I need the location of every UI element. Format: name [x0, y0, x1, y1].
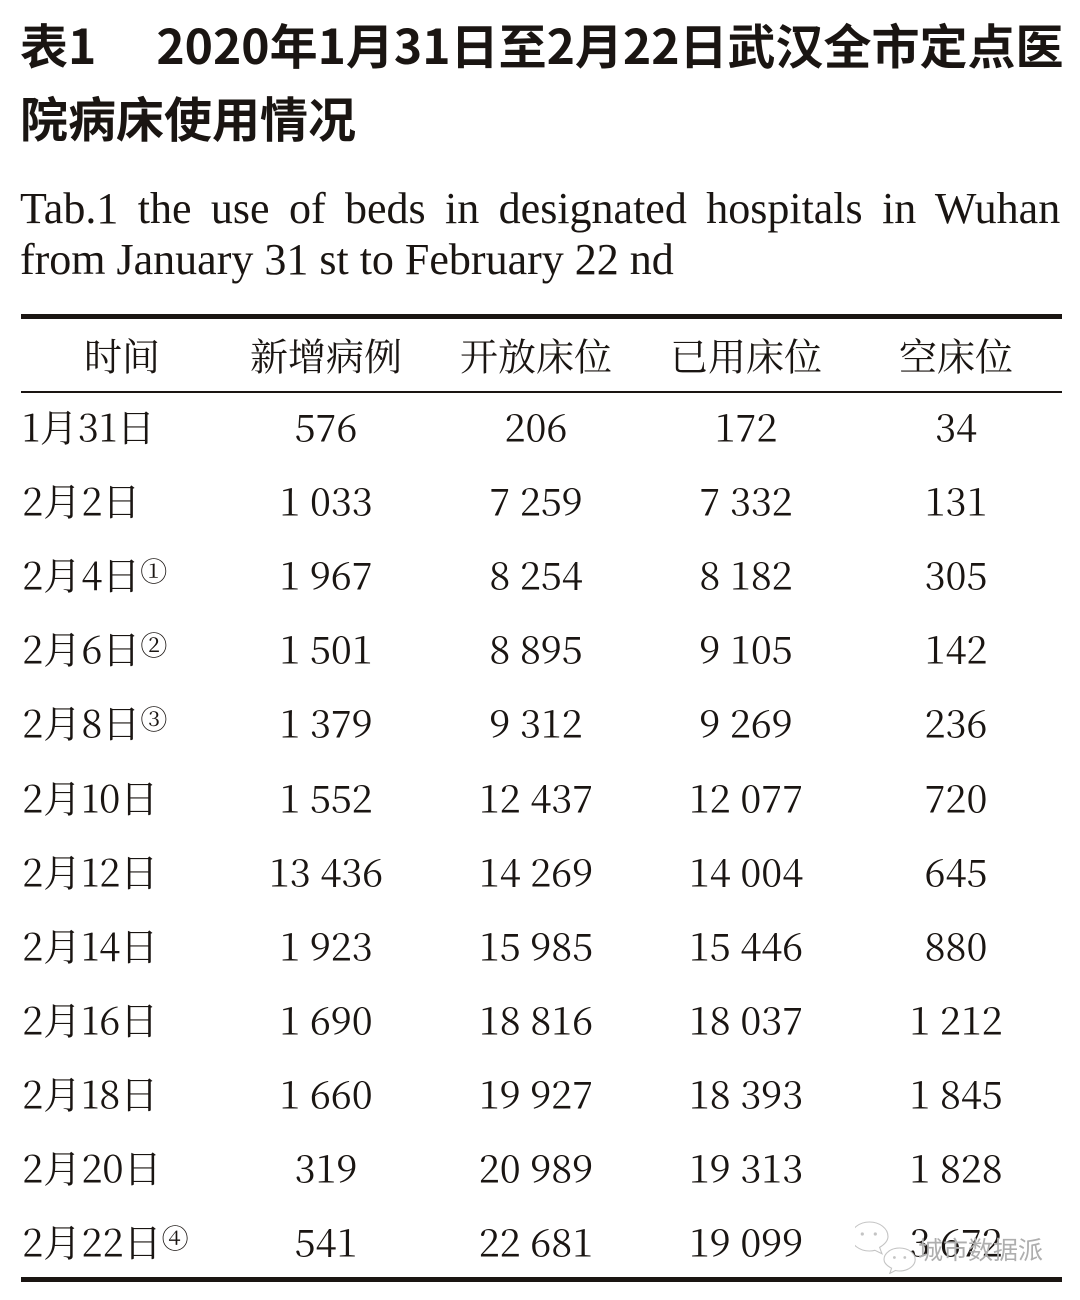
svg-text:城市数据派: 城市数据派 — [918, 1231, 1043, 1267]
